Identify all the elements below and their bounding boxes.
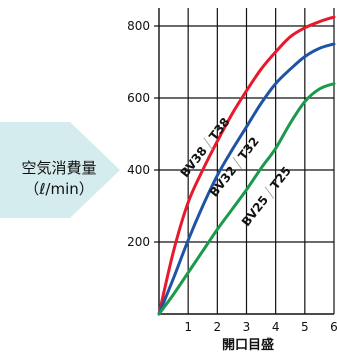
x-tick-label: 6 [330,320,337,334]
series-label-right: T25 [268,164,294,192]
y-tick-label: 200 [127,235,150,249]
series-line-2 [157,42,336,316]
axes: 1 2 3 4 5 6 200 400 600 800 [127,8,337,334]
x-tick-label: 5 [301,320,309,334]
y-tick-label: 400 [127,163,150,177]
y-axis-label-line1: 空気消費量 [21,159,97,177]
y-axis-label: 空気消費量 （ℓ/min） [4,158,114,200]
series-line-3 [157,82,336,316]
x-tick-label: 1 [184,320,192,334]
y-axis-label-callout: 空気消費量 （ℓ/min） [0,122,120,218]
y-tick-label: 800 [127,19,150,33]
x-tick-label: 3 [243,320,251,334]
series-lines [157,15,336,316]
y-tick-label: 600 [127,91,150,105]
series-label-slash [203,137,213,150]
x-tick-label: 2 [214,320,222,334]
x-tick-label: 4 [272,320,280,334]
series-label-slash [232,156,242,170]
arrow-fill [0,122,120,218]
arrow-shape [0,122,120,218]
series-label-left: BV25 [239,193,271,229]
x-axis-label: 開口目盛 [222,337,274,353]
series-line-1 [157,15,336,316]
series-label-slash [264,186,275,199]
series-label-left: BV32 [207,163,239,199]
y-axis-label-line2: （ℓ/min） [24,180,94,198]
